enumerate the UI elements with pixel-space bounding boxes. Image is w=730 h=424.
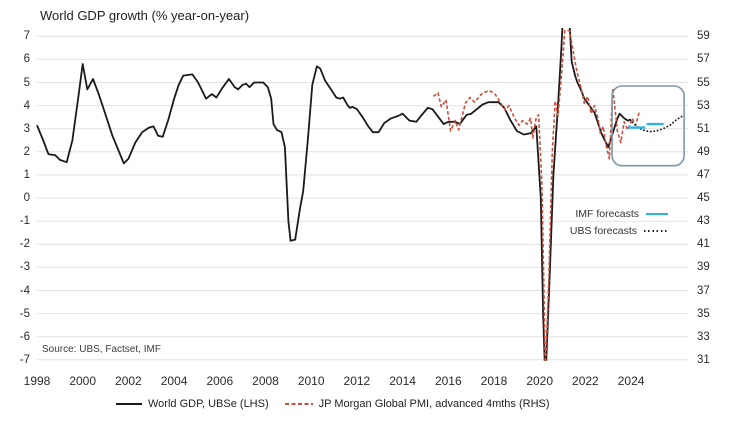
ubs-forecasts-label: UBS forecasts	[569, 224, 637, 237]
y-tick-lhs: 7	[23, 30, 30, 43]
y-tick-rhs: 59	[697, 30, 710, 43]
forecast-legend: IMF forecasts UBS forecasts	[552, 205, 668, 239]
legend-item-pmi: JP Morgan Global PMI, advanced 4mths (RH…	[284, 398, 550, 410]
y-tick-lhs: -6	[19, 330, 30, 343]
y-tick-lhs: -5	[19, 307, 30, 320]
forecast-highlight-box	[611, 85, 685, 167]
x-tick-year: 2016	[434, 374, 462, 388]
y-tick-lhs: -1	[19, 215, 30, 228]
y-tick-rhs: 47	[697, 168, 710, 181]
x-tick-year: 2000	[69, 374, 97, 388]
y-tick-lhs: -4	[19, 284, 30, 297]
pmi-line-sample	[284, 403, 313, 405]
y-tick-rhs: 41	[697, 238, 710, 251]
y-tick-lhs: -7	[19, 353, 30, 366]
world-gdp-label: World GDP, UBSe (LHS)	[148, 398, 269, 410]
imf-forecast-line-sample	[646, 212, 668, 215]
y-tick-rhs: 33	[697, 330, 710, 343]
world-gdp-line	[36, 28, 632, 361]
y-tick-rhs: 31	[697, 353, 710, 366]
y-tick-rhs: 37	[697, 284, 710, 297]
y-tick-lhs: -2	[19, 238, 30, 251]
y-tick-lhs: 2	[23, 145, 30, 158]
forecast-legend-row-imf: IMF forecasts	[552, 205, 668, 222]
x-tick-year: 2004	[160, 374, 188, 388]
y-tick-rhs: 49	[697, 145, 710, 158]
x-tick-year: 2018	[480, 374, 508, 388]
x-tick-year: 2012	[343, 374, 371, 388]
y-tick-lhs: 6	[23, 53, 30, 66]
x-tick-year: 2010	[297, 374, 325, 388]
chart-title: World GDP growth (% year-on-year)	[40, 8, 250, 23]
x-tick-year: 2020	[526, 374, 554, 388]
x-tick-year: 2022	[572, 374, 599, 388]
world-gdp-line-sample	[116, 403, 142, 405]
y-tick-rhs: 35	[697, 307, 710, 320]
y-tick-rhs: 53	[697, 99, 710, 112]
y-tick-rhs: 43	[697, 215, 710, 228]
y-tick-lhs: 5	[23, 76, 30, 89]
x-tick-year: 2014	[389, 374, 416, 388]
imf-forecasts-label: IMF forecasts	[575, 207, 639, 220]
forecast-legend-row-ubs: UBS forecasts	[552, 222, 668, 239]
y-tick-lhs: 4	[23, 99, 30, 112]
pmi-line	[432, 29, 640, 361]
x-tick-year: 2002	[115, 374, 142, 388]
x-tick-year: 2006	[206, 374, 234, 388]
y-tick-lhs: 0	[23, 192, 30, 205]
x-tick-year: 2024	[617, 374, 645, 388]
y-tick-rhs: 51	[697, 122, 710, 135]
y-tick-rhs: 39	[697, 261, 710, 274]
source-note: Source: UBS, Factset, IMF	[42, 344, 161, 355]
x-tick-year: 2008	[252, 374, 279, 388]
legend: World GDP, UBSe (LHS) JP Morgan Global P…	[116, 398, 550, 410]
x-tick-year: 1998	[23, 374, 51, 388]
y-tick-lhs: 1	[23, 168, 30, 181]
y-tick-lhs: 3	[23, 122, 30, 135]
legend-item-world-gdp: World GDP, UBSe (LHS)	[116, 398, 269, 410]
y-tick-lhs: -3	[19, 261, 30, 274]
y-tick-rhs: 55	[697, 76, 710, 89]
y-tick-rhs: 57	[697, 53, 710, 66]
ubs-forecast-line-sample	[644, 229, 668, 232]
pmi-label: JP Morgan Global PMI, advanced 4mths (RH…	[318, 398, 550, 410]
y-tick-rhs: 45	[697, 192, 710, 205]
